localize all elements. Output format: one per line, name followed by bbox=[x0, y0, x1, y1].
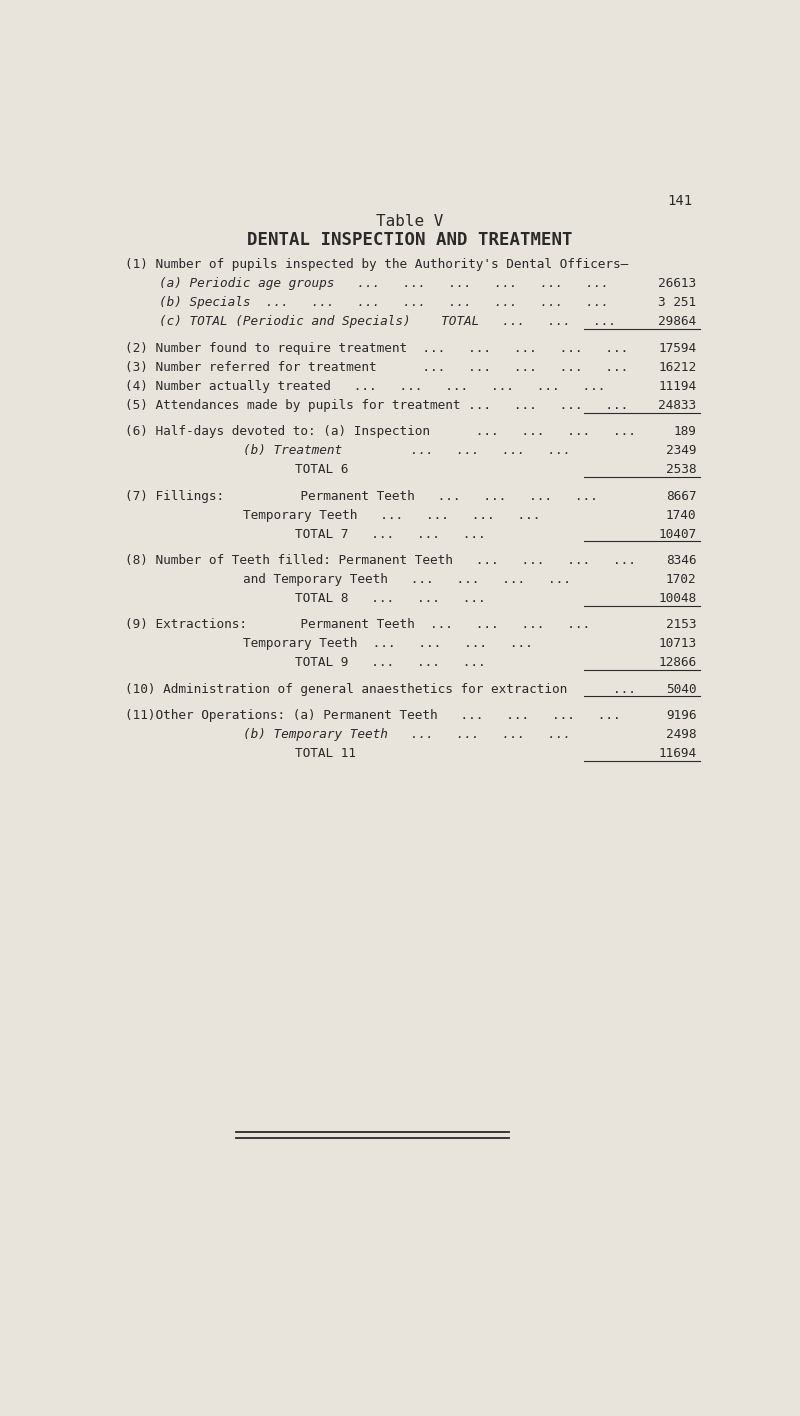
Text: 16212: 16212 bbox=[658, 361, 697, 374]
Text: TOTAL 11: TOTAL 11 bbox=[295, 748, 356, 760]
Text: 10713: 10713 bbox=[658, 637, 697, 650]
Text: (8) Number of Teeth filled: Permanent Teeth   ...   ...   ...   ...: (8) Number of Teeth filled: Permanent Te… bbox=[125, 554, 636, 566]
Text: 2349: 2349 bbox=[666, 445, 697, 457]
Text: Table V: Table V bbox=[376, 214, 444, 228]
Text: 2538: 2538 bbox=[666, 463, 697, 476]
Text: 3 251: 3 251 bbox=[658, 296, 697, 310]
Text: (9) Extractions:       Permanent Teeth  ...   ...   ...   ...: (9) Extractions: Permanent Teeth ... ...… bbox=[125, 619, 590, 632]
Text: 2153: 2153 bbox=[666, 619, 697, 632]
Text: TOTAL 6: TOTAL 6 bbox=[295, 463, 349, 476]
Text: Temporary Teeth  ...   ...   ...   ...: Temporary Teeth ... ... ... ... bbox=[242, 637, 532, 650]
Text: (10) Administration of general anaesthetics for extraction      ...: (10) Administration of general anaesthet… bbox=[125, 683, 636, 695]
Text: Temporary Teeth   ...   ...   ...   ...: Temporary Teeth ... ... ... ... bbox=[242, 508, 540, 521]
Text: 17594: 17594 bbox=[658, 341, 697, 354]
Text: (7) Fillings:          Permanent Teeth   ...   ...   ...   ...: (7) Fillings: Permanent Teeth ... ... ..… bbox=[125, 490, 598, 503]
Text: 29864: 29864 bbox=[658, 316, 697, 329]
Text: 8667: 8667 bbox=[666, 490, 697, 503]
Text: (3) Number referred for treatment      ...   ...   ...   ...   ...: (3) Number referred for treatment ... ..… bbox=[125, 361, 628, 374]
Text: (1) Number of pupils inspected by the Authority's Dental Officers—: (1) Number of pupils inspected by the Au… bbox=[125, 258, 628, 272]
Text: 141: 141 bbox=[667, 194, 692, 208]
Text: (c) TOTAL (Periodic and Specials)    TOTAL   ...   ...   ...: (c) TOTAL (Periodic and Specials) TOTAL … bbox=[159, 316, 616, 329]
Text: (4) Number actually treated   ...   ...   ...   ...   ...   ...: (4) Number actually treated ... ... ... … bbox=[125, 379, 605, 392]
Text: TOTAL 8   ...   ...   ...: TOTAL 8 ... ... ... bbox=[295, 592, 486, 605]
Text: 8346: 8346 bbox=[666, 554, 697, 566]
Text: (b) Treatment         ...   ...   ...   ...: (b) Treatment ... ... ... ... bbox=[242, 445, 570, 457]
Text: (5) Attendances made by pupils for treatment ...   ...   ...   ...: (5) Attendances made by pupils for treat… bbox=[125, 399, 628, 412]
Text: (b) Temporary Teeth   ...   ...   ...   ...: (b) Temporary Teeth ... ... ... ... bbox=[242, 728, 570, 741]
Text: 189: 189 bbox=[674, 425, 697, 438]
Text: (b) Specials  ...   ...   ...   ...   ...   ...   ...   ...: (b) Specials ... ... ... ... ... ... ...… bbox=[159, 296, 609, 310]
Text: (6) Half-days devoted to: (a) Inspection      ...   ...   ...   ...: (6) Half-days devoted to: (a) Inspection… bbox=[125, 425, 636, 438]
Text: 12866: 12866 bbox=[658, 657, 697, 670]
Text: 1740: 1740 bbox=[666, 508, 697, 521]
Text: 26613: 26613 bbox=[658, 278, 697, 290]
Text: and Temporary Teeth   ...   ...   ...   ...: and Temporary Teeth ... ... ... ... bbox=[242, 573, 570, 586]
Text: TOTAL 7   ...   ...   ...: TOTAL 7 ... ... ... bbox=[295, 528, 486, 541]
Text: (2) Number found to require treatment  ...   ...   ...   ...   ...: (2) Number found to require treatment ..… bbox=[125, 341, 628, 354]
Text: 11694: 11694 bbox=[658, 748, 697, 760]
Text: DENTAL INSPECTION AND TREATMENT: DENTAL INSPECTION AND TREATMENT bbox=[247, 231, 573, 249]
Text: (11)Other Operations: (a) Permanent Teeth   ...   ...   ...   ...: (11)Other Operations: (a) Permanent Teet… bbox=[125, 709, 621, 722]
Text: 10407: 10407 bbox=[658, 528, 697, 541]
Text: 9196: 9196 bbox=[666, 709, 697, 722]
Text: (a) Periodic age groups   ...   ...   ...   ...   ...   ...: (a) Periodic age groups ... ... ... ... … bbox=[159, 278, 609, 290]
Text: 11194: 11194 bbox=[658, 379, 697, 392]
Text: 5040: 5040 bbox=[666, 683, 697, 695]
Text: 1702: 1702 bbox=[666, 573, 697, 586]
Text: 2498: 2498 bbox=[666, 728, 697, 741]
Text: 10048: 10048 bbox=[658, 592, 697, 605]
Text: TOTAL 9   ...   ...   ...: TOTAL 9 ... ... ... bbox=[295, 657, 486, 670]
Text: 24833: 24833 bbox=[658, 399, 697, 412]
